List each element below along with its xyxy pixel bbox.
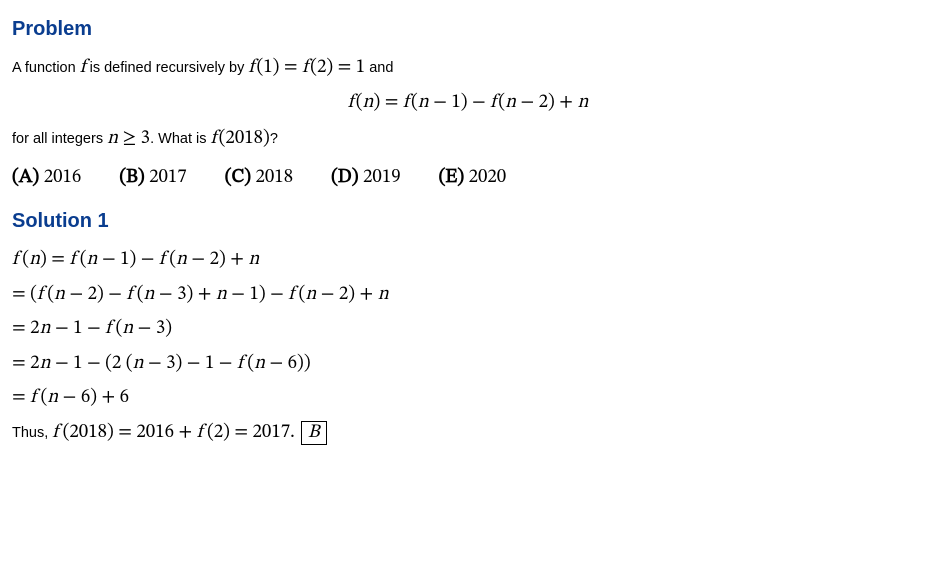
solution-line-2: = (f (n − 2) − f (n − 3) + n − 1) − f (n… xyxy=(12,281,924,310)
solution-line-1: f (n) = f (n − 1) − f (n − 2) + n xyxy=(12,246,924,275)
choice-d-label: (D) xyxy=(331,168,358,187)
choice-d-value: 2019 xyxy=(363,168,401,187)
choice-b: (B) 2017 xyxy=(119,164,186,193)
domain-cond: n ≥ 3 xyxy=(107,129,150,148)
recurrence-equation: f(n) = f(n − 1) − f(n − 2) + n xyxy=(12,89,924,118)
intro-suffix: and xyxy=(365,60,393,76)
solution-final: Thus, f (2018) = 2016 + f (2) = 2017. B xyxy=(12,419,924,448)
choice-a-value: 2016 xyxy=(44,168,82,187)
domain-mid: . What is xyxy=(150,131,210,147)
choice-a: (A) 2016 xyxy=(12,164,81,193)
solution-line-3: = 2n − 1 − f (n − 3) xyxy=(12,315,924,344)
base-case: f(1) = f(2) = 1 xyxy=(248,58,365,77)
problem-intro: A function f is defined recursively by f… xyxy=(12,54,924,83)
domain-suffix: ? xyxy=(270,131,278,147)
domain-target: f(2018) xyxy=(211,129,270,148)
solution-line-5: = f (n − 6) + 6 xyxy=(12,384,924,413)
solution-line-4: = 2n − 1 − (2 (n − 3) − 1 − f (n − 6)) xyxy=(12,350,924,379)
problem-heading: Problem xyxy=(12,14,924,44)
domain-prefix: for all integers xyxy=(12,131,107,147)
choice-b-value: 2017 xyxy=(149,168,187,187)
choice-a-label: (A) xyxy=(12,168,39,187)
intro-prefix: A function xyxy=(12,60,80,76)
choice-e-value: 2020 xyxy=(469,168,507,187)
choice-c-label: (C) xyxy=(225,168,251,187)
choice-c: (C) 2018 xyxy=(225,164,293,193)
choice-d: (D) 2019 xyxy=(331,164,401,193)
choice-c-value: 2018 xyxy=(255,168,293,187)
problem-domain: for all integers n ≥ 3. What is f(2018)? xyxy=(12,125,924,154)
final-prefix: Thus, xyxy=(12,425,52,441)
answer-choices: (A) 2016 (B) 2017 (C) 2018 (D) 2019 (E) … xyxy=(12,164,924,193)
choice-e: (E) 2020 xyxy=(439,164,507,193)
solution-heading: Solution 1 xyxy=(12,206,924,236)
final-expr: f (2018) = 2016 + f (2) = 2017. xyxy=(52,423,295,442)
choice-e-label: (E) xyxy=(439,168,464,187)
choice-b-label: (B) xyxy=(119,168,144,187)
intro-mid: is defined recursively by xyxy=(86,60,249,76)
boxed-answer: B xyxy=(301,421,327,446)
